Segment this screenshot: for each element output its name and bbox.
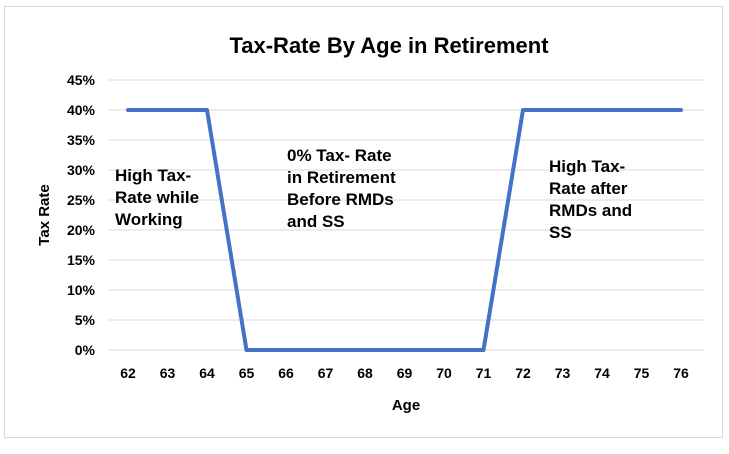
y-axis-label: Tax Rate [36, 184, 53, 245]
y-tick-label: 20% [67, 222, 96, 238]
x-tick-label: 73 [555, 365, 571, 381]
x-tick-labels: 62 63 64 65 66 67 68 69 70 71 72 73 74 75 76 [120, 365, 689, 381]
x-tick-label: 69 [397, 365, 413, 381]
y-tick-label: 0% [75, 342, 96, 358]
x-tick-label: 66 [278, 365, 294, 381]
x-tick-label: 65 [239, 365, 255, 381]
x-tick-label: 68 [357, 365, 373, 381]
y-tick-label: 30% [67, 162, 96, 178]
chart-title: Tax-Rate By Age in Retirement [229, 33, 549, 58]
y-tick-labels: 0% 5% 10% 15% 20% 25% 30% 35% 40% 45% [67, 72, 96, 358]
chart-frame [4, 6, 723, 438]
y-tick-label: 45% [67, 72, 96, 88]
x-tick-label: 63 [160, 365, 176, 381]
x-tick-label: 75 [634, 365, 650, 381]
x-tick-label: 62 [120, 365, 136, 381]
x-tick-label: 74 [594, 365, 610, 381]
x-tick-label: 64 [199, 365, 215, 381]
annotation-text: High Tax-Rate after RMDs and SS [549, 157, 632, 242]
x-tick-label: 72 [515, 365, 531, 381]
annotations: High Tax-Rate while Working 0% Tax- Rate in… [115, 146, 632, 242]
y-tick-label: 10% [67, 282, 96, 298]
annotation-text: 0% Tax- Rate in Retirement Before RMDs and … [287, 146, 396, 231]
x-tick-label: 71 [476, 365, 492, 381]
x-axis-label: Age [392, 397, 420, 414]
y-tick-label: 40% [67, 102, 96, 118]
tax-rate-series-line [126, 108, 683, 352]
y-tick-label: 35% [67, 132, 96, 148]
y-tick-label: 25% [67, 192, 96, 208]
annotation-text: High Tax-Rate while Working [115, 166, 199, 229]
y-tick-label: 15% [67, 252, 96, 268]
y-tick-label: 5% [75, 312, 96, 328]
x-tick-label: 67 [318, 365, 334, 381]
x-tick-label: 76 [673, 365, 689, 381]
x-tick-label: 70 [436, 365, 452, 381]
